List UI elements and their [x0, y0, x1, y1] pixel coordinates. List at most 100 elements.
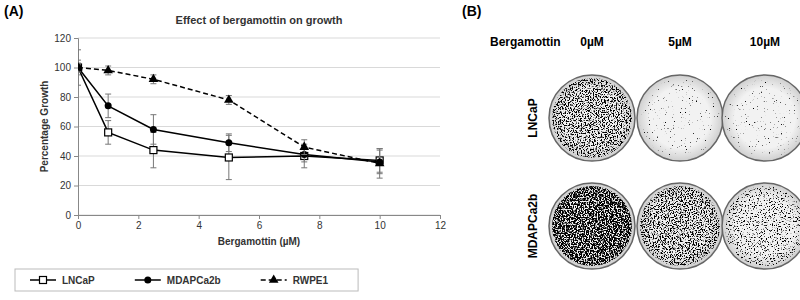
- error-bar: [226, 135, 232, 179]
- plate: [722, 183, 800, 269]
- plot-area: [78, 50, 384, 180]
- plate-dish: [722, 75, 800, 161]
- marker: [149, 74, 159, 82]
- plate: [637, 183, 723, 269]
- panel-b: (B)Bergamottin0µM5µM10µMLNCaPMDAPCa2b: [462, 3, 800, 269]
- tick: 40: [60, 151, 78, 162]
- legend-marker: [144, 277, 151, 284]
- tick-mark: [74, 68, 78, 69]
- plate-colonies: [640, 186, 720, 266]
- tick-label: 40: [60, 151, 72, 162]
- tick-mark: [74, 38, 78, 39]
- plate-colonies: [725, 78, 800, 158]
- chart-title: Effect of bergamottin on growth: [176, 14, 343, 26]
- marker: [225, 139, 232, 146]
- series-line: [78, 68, 380, 164]
- plate-dish: [722, 183, 800, 269]
- tick-label: 60: [60, 121, 72, 132]
- tick-label: 2: [136, 220, 142, 231]
- tick: 0: [65, 210, 78, 221]
- dose-label: 0µM: [580, 35, 604, 49]
- plate-colonies: [725, 186, 800, 266]
- marker: [299, 142, 309, 150]
- legend-entry: LNCaP: [30, 275, 95, 286]
- tick: 20: [60, 180, 78, 191]
- marker: [105, 129, 112, 136]
- series: [78, 60, 383, 179]
- tick: 0: [76, 215, 82, 231]
- marker: [375, 158, 385, 166]
- tick-mark: [440, 215, 441, 219]
- legend-entry: MDAPCa2b: [135, 275, 221, 286]
- plate-dish: [637, 183, 723, 269]
- tick-mark: [74, 156, 78, 157]
- x-axis: 0 2 4 6 8 10 12: [76, 215, 447, 231]
- error-bar: [105, 94, 111, 118]
- y-axis-title: Percentage Growth: [39, 81, 50, 173]
- grid-line: [78, 67, 440, 68]
- panel-label: (B): [462, 3, 481, 19]
- tick-label: 120: [54, 33, 71, 44]
- grid-line: [78, 97, 440, 98]
- marker: [150, 147, 157, 154]
- marker: [224, 94, 234, 102]
- tick-label: 12: [435, 220, 447, 231]
- tick-label: 0: [65, 210, 71, 221]
- tick: 100: [54, 62, 78, 73]
- plate-dish: [549, 183, 635, 269]
- grid: [78, 38, 440, 215]
- tick-label: 6: [257, 220, 263, 231]
- tick-mark: [259, 215, 260, 219]
- legend-label: RWPE1: [293, 275, 329, 286]
- tick-label: 100: [54, 62, 71, 73]
- tick-mark: [138, 215, 139, 219]
- marker: [103, 65, 113, 73]
- tick-mark: [199, 215, 200, 219]
- plate-dish: [549, 75, 635, 161]
- plate: [722, 75, 800, 161]
- cell-line-label: LNCaP: [526, 98, 540, 137]
- marker: [78, 62, 83, 70]
- legend-box: [15, 269, 358, 291]
- tick-label: 80: [60, 92, 72, 103]
- tick: 4: [196, 215, 202, 231]
- legend-marker: [40, 277, 47, 284]
- series: [78, 62, 384, 178]
- tick-mark: [74, 97, 78, 98]
- tick: 60: [60, 121, 78, 132]
- dose-label: 5µM: [668, 35, 692, 49]
- y-axis: 0 20 40 60 80 100 120: [54, 33, 78, 221]
- grid-line: [78, 185, 440, 186]
- tick-mark: [74, 127, 78, 128]
- tick: 80: [60, 92, 78, 103]
- x-axis-title: Bergamottin (µM): [218, 236, 300, 247]
- grid-line: [78, 38, 440, 39]
- marker: [225, 154, 232, 161]
- axis-line: [79, 216, 441, 220]
- tick-label: 4: [196, 220, 202, 231]
- tick-mark: [74, 215, 78, 216]
- error-bar: [226, 134, 232, 152]
- tick-label: 10: [375, 220, 387, 231]
- series: [78, 50, 383, 174]
- figure: (A) Effect of bergamottin on growth 0 2 4 6 8 1…: [0, 0, 800, 300]
- tick-mark: [74, 186, 78, 187]
- tick: 12: [435, 215, 447, 231]
- plate-colonies: [640, 78, 720, 158]
- plate-colonies: [552, 186, 632, 266]
- legend: LNCaP MDAPCa2b RWPE1: [15, 269, 358, 291]
- error-bar: [105, 121, 111, 145]
- marker: [105, 102, 112, 109]
- error-bar: [150, 115, 156, 145]
- tick-label: 8: [317, 220, 323, 231]
- dose-label: 10µM: [750, 35, 780, 49]
- tick-label: 0: [76, 220, 82, 231]
- tick: 2: [136, 215, 142, 231]
- tick: 10: [375, 215, 387, 231]
- tick-label: 20: [60, 180, 72, 191]
- plate-dish: [637, 75, 723, 161]
- legend-label: MDAPCa2b: [167, 275, 221, 286]
- panel-label: (A): [4, 3, 23, 19]
- tick-mark: [380, 215, 381, 219]
- tick: 120: [54, 33, 78, 44]
